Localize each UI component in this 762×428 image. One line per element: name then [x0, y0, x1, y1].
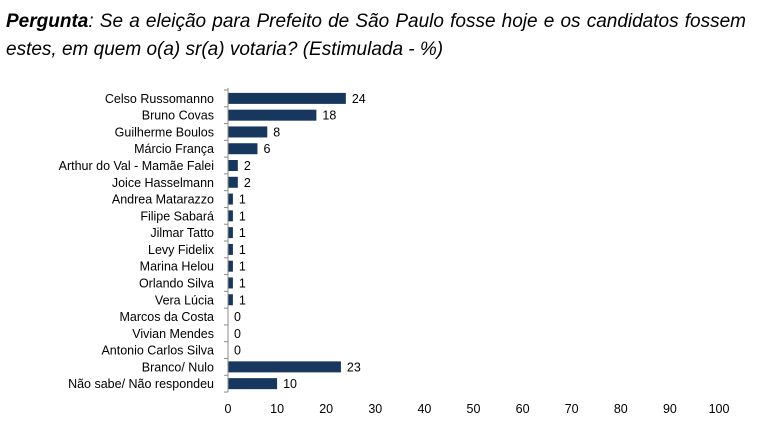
- bar: [228, 277, 233, 289]
- bar: [228, 109, 317, 121]
- value-label: 1: [239, 243, 246, 257]
- value-label: 1: [239, 276, 246, 290]
- bar: [228, 210, 233, 222]
- category-label: Guilherme Boulos: [115, 125, 214, 139]
- category-label: Não sabe/ Não respondeu: [68, 377, 214, 391]
- value-label: 10: [283, 377, 297, 391]
- category-label: Orlando Silva: [139, 276, 214, 290]
- x-tick-label: 30: [368, 402, 382, 416]
- value-label: 23: [347, 360, 361, 374]
- category-label: Levy Fidelix: [148, 243, 215, 257]
- value-label: 0: [234, 310, 241, 324]
- category-label: Vera Lúcia: [155, 293, 214, 307]
- value-label: 1: [239, 209, 246, 223]
- x-tick-label: 10: [270, 402, 284, 416]
- category-label: Marcos da Costa: [120, 310, 215, 324]
- value-label: 2: [244, 159, 251, 173]
- category-labels: Celso Russomanno Bruno Covas Guilherme Bou…: [59, 92, 215, 391]
- bar: [228, 193, 233, 205]
- category-label: Márcio França: [134, 142, 214, 156]
- category-label: Andrea Matarazzo: [112, 193, 214, 207]
- x-tick-label: 40: [417, 402, 431, 416]
- value-label: 6: [263, 142, 270, 156]
- bar: [228, 92, 346, 104]
- bar: [228, 243, 233, 255]
- bar: [228, 378, 278, 390]
- x-tick-label: 80: [614, 402, 628, 416]
- value-label: 1: [239, 193, 246, 207]
- x-tick-label: 70: [565, 402, 579, 416]
- category-label: Branco/ Nulo: [142, 360, 214, 374]
- bar: [228, 294, 233, 306]
- value-label: 1: [239, 293, 246, 307]
- x-tick-label: 60: [516, 402, 530, 416]
- x-tick-label: 100: [709, 402, 730, 416]
- x-tick-label: 0: [225, 402, 232, 416]
- bar: [228, 126, 268, 138]
- value-label: 0: [234, 327, 241, 341]
- value-label: 2: [244, 176, 251, 190]
- bar: [228, 176, 238, 188]
- question-text: Pergunta: Se a eleição para Prefeito de …: [6, 8, 746, 64]
- x-axis: 0 10 20 30 40 50 60 70 80 90 100: [224, 88, 729, 416]
- category-label: Jilmar Tatto: [150, 226, 214, 240]
- x-tick-label: 50: [467, 402, 481, 416]
- bar: [228, 361, 341, 373]
- category-label: Bruno Covas: [142, 109, 214, 123]
- bars-group: [228, 92, 346, 390]
- category-label: Marina Helou: [140, 260, 214, 274]
- x-tick-label: 90: [663, 402, 677, 416]
- value-label: 0: [234, 344, 241, 358]
- value-label: 18: [322, 109, 336, 123]
- x-tick-label: 20: [319, 402, 333, 416]
- bar: [228, 227, 233, 239]
- bar: [228, 260, 233, 272]
- question-body: : Se a eleição para Prefeito de São Paul…: [6, 11, 746, 60]
- category-label: Vivian Mendes: [132, 327, 214, 341]
- value-label: 8: [273, 125, 280, 139]
- category-label: Joice Hasselmann: [112, 176, 214, 190]
- value-label: 24: [352, 92, 366, 106]
- category-label: Filipe Sabará: [140, 209, 214, 223]
- question-lead: Pergunta: [6, 11, 89, 32]
- value-label: 1: [239, 226, 246, 240]
- category-label: Arthur do Val - Mamãe Falei: [59, 159, 214, 173]
- bar: [228, 143, 258, 155]
- bar: [228, 160, 238, 172]
- category-label: Antonio Carlos Silva: [101, 344, 214, 358]
- category-label: Celso Russomanno: [105, 92, 214, 106]
- value-label: 1: [239, 260, 246, 274]
